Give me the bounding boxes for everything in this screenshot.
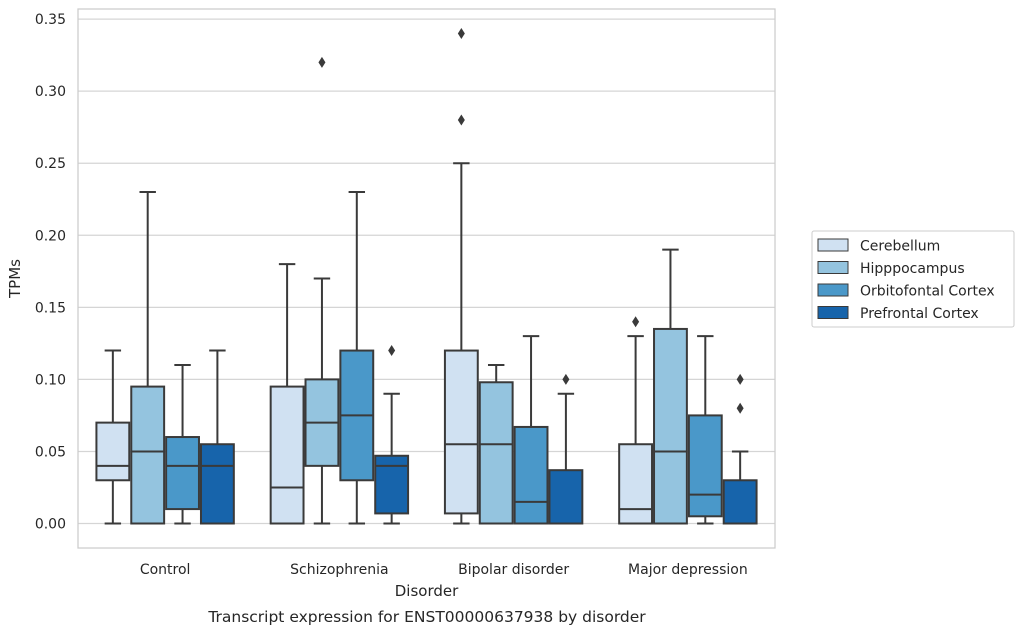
box-2-0	[443, 28, 479, 525]
y-tick-label: 0.20	[35, 228, 66, 244]
box-2-1	[478, 363, 514, 525]
box-3-0	[618, 316, 654, 525]
outlier-point	[457, 28, 465, 39]
outlier-point	[388, 345, 396, 357]
box-2-2	[513, 335, 549, 525]
x-tick-label: Bipolar disorder	[458, 562, 569, 578]
box-3-3	[722, 373, 758, 525]
plot-area	[95, 28, 758, 525]
legend-swatch	[817, 306, 849, 319]
box-body	[548, 469, 584, 525]
x-axis-label: Disorder	[395, 582, 459, 600]
y-tick-label: 0.15	[35, 300, 66, 316]
box-0-0	[95, 349, 131, 525]
box-body	[618, 443, 654, 525]
x-tick-label: Schizophrenia	[290, 562, 388, 578]
y-tick-label: 0.30	[35, 84, 66, 100]
outlier-point	[736, 373, 744, 385]
outlier-point	[562, 373, 570, 385]
box-1-3	[374, 345, 410, 525]
figure-caption: Transcript expression for ENST0000063793…	[207, 608, 646, 626]
legend: Cerebellum Hipppocampus Orbitofontal Corte…	[811, 230, 1015, 328]
x-axis-ticks: Control Schizophrenia Bipolar disorder Majo…	[140, 562, 748, 578]
legend-swatch	[817, 283, 849, 297]
legend-label: Hipppocampus	[860, 261, 965, 277]
legend-label: Orbitofontal Cortex	[860, 284, 995, 300]
plot-frame	[77, 8, 776, 549]
outlier-point	[736, 402, 744, 414]
box-body	[130, 385, 166, 525]
y-tick-label: 0.35	[35, 12, 66, 28]
box-body	[722, 479, 758, 525]
y-axis-label: TPMs	[6, 259, 24, 299]
box-body	[478, 381, 514, 525]
box-body	[95, 421, 131, 482]
box-body	[374, 454, 410, 515]
x-tick-label: Control	[140, 562, 191, 578]
box-body	[513, 425, 549, 525]
box-0-1	[130, 191, 166, 525]
legend-swatch	[817, 261, 849, 274]
box-body	[653, 327, 688, 525]
y-tick-label: 0.10	[35, 372, 66, 388]
legend-label: Cerebellum	[860, 239, 940, 255]
box-0-2	[165, 363, 200, 525]
box-2-3	[548, 373, 584, 525]
box-1-2	[339, 191, 375, 525]
box-body	[687, 414, 723, 518]
outlier-point	[457, 114, 465, 126]
legend-swatch	[817, 238, 849, 252]
box-body	[443, 349, 479, 515]
y-axis-ticks: 0.00 0.05 0.10 0.15 0.20 0.25 0.30 0.35	[35, 12, 66, 532]
box-body	[165, 436, 200, 511]
box-3-1	[653, 248, 688, 525]
box-body	[199, 443, 235, 525]
y-tick-label: 0.05	[35, 444, 66, 460]
legend-frame	[811, 230, 1015, 328]
outlier-point	[632, 316, 640, 328]
legend-label: Prefrontal Cortex	[860, 306, 979, 322]
y-tick-label: 0.00	[35, 517, 66, 533]
x-tick-label: Major depression	[628, 562, 748, 578]
box-1-1	[304, 56, 340, 525]
outlier-point	[318, 56, 326, 68]
box-body	[269, 385, 305, 525]
box-1-0	[269, 263, 305, 525]
box-0-3	[199, 349, 235, 525]
box-3-2	[687, 335, 723, 525]
y-tick-label: 0.25	[35, 156, 66, 172]
